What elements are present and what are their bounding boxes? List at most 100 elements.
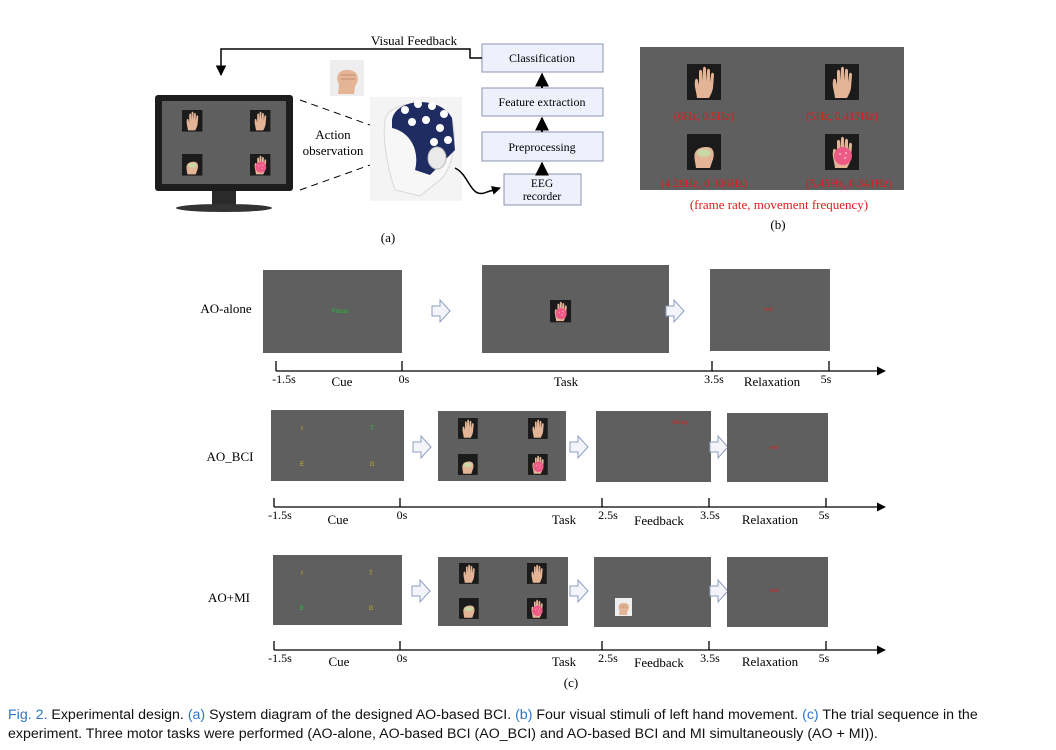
task-hand-image	[527, 563, 547, 584]
phase-label: Relaxation	[742, 654, 799, 669]
panel-a: Action observation Classification Featur…	[155, 33, 604, 245]
feedback-text: Wrong	[673, 420, 688, 426]
cue-letter: T	[369, 571, 373, 577]
rest-text: rest	[770, 445, 779, 451]
visual-feedback-label: Visual Feedback	[371, 33, 458, 48]
task-screen	[438, 557, 568, 626]
cue-letter: T	[370, 426, 374, 432]
classification-box: Classification	[481, 43, 604, 73]
feedback-screen	[596, 411, 711, 482]
phase-label: Feedback	[634, 655, 684, 670]
panel-c-label: (c)	[564, 675, 578, 690]
tick-label: 0s	[397, 508, 408, 522]
monitor-illustration	[155, 95, 293, 212]
stimulus-hand-1	[687, 64, 721, 100]
caption-ref-a[interactable]: (a)	[187, 707, 206, 723]
cue-letter: E	[300, 462, 304, 468]
stimulus-label-4: (5.45Hz, 0.341Hz)	[806, 178, 892, 190]
stimulus-label-3: (4.28Hz, 0.306Hz)	[661, 178, 747, 190]
task-hand-image	[527, 598, 547, 619]
caption-text: The trial sequence in the experiment. Th…	[8, 707, 978, 742]
stimulus-label-2: (5Hz, 0.417Hz)	[806, 111, 878, 123]
tick-label: 0s	[397, 651, 408, 665]
stimulus-hand-2	[825, 64, 859, 100]
stimulus-hand-4	[825, 134, 859, 170]
eeg-cap-head-image	[370, 97, 462, 201]
caption-ref-b[interactable]: (b)	[515, 707, 533, 723]
next-arrow-icon	[412, 435, 432, 459]
row-ao-mi: AO+MI I T E G rest -1.5s	[208, 555, 886, 670]
next-arrow-icon	[709, 435, 729, 459]
row-ao-bci: AO_BCI I T E G Wrong rest -1.5s	[207, 410, 886, 528]
figure: Action observation Classification Featur…	[155, 33, 904, 690]
panel-b-label: (b)	[770, 217, 785, 232]
relax-screen	[727, 557, 828, 627]
next-arrow-icon	[431, 299, 451, 323]
rest-text: rest	[770, 588, 779, 594]
row-label: AO-alone	[200, 301, 251, 316]
eeg-recorder-box: EEG recorder	[503, 173, 582, 206]
task-screen	[482, 265, 669, 353]
cue-letter: E	[300, 606, 304, 612]
svg-text:Feature extraction: Feature extraction	[499, 95, 586, 109]
cue-letter: I	[301, 571, 303, 577]
caption-ref-c[interactable]: (c)	[802, 707, 819, 723]
preprocessing-box: Preprocessing	[481, 131, 604, 162]
task-hand-image	[459, 598, 479, 619]
stimulus-legend-note: (frame rate, movement frequency)	[690, 197, 868, 212]
tick-label: -1.5s	[268, 651, 292, 665]
phase-label: Feedback	[634, 513, 684, 528]
caption-figure-number: Fig. 2.	[8, 707, 48, 723]
phase-label: Task	[552, 512, 577, 527]
tick-label: 5s	[821, 372, 832, 386]
feedback-fist-image	[614, 597, 633, 617]
tick-label: 2.5s	[598, 508, 618, 522]
rest-text: rest	[764, 307, 773, 313]
cue-letter: G	[370, 462, 375, 468]
cue-text: Focus	[332, 309, 348, 315]
panel-b: (6Hz, 0.5Hz) (5Hz, 0.417Hz) (4.28Hz, 0.3…	[640, 47, 904, 232]
cue-screen	[263, 270, 402, 353]
feedback-screen	[594, 557, 711, 627]
cue-screen	[273, 555, 402, 625]
feedback-fist-image	[329, 59, 365, 97]
task-hand-image	[459, 563, 479, 584]
panel-c: AO-alone Focus rest -1.5s 0s 3.5s 5s Cue…	[200, 265, 886, 690]
svg-text:recorder: recorder	[523, 191, 561, 203]
cue-letter: G	[369, 606, 374, 612]
phase-label: Cue	[332, 374, 353, 389]
caption-text: Four visual stimuli of left hand movemen…	[532, 707, 803, 723]
stimuli-screen	[640, 47, 904, 190]
action-observation-label: Action	[315, 127, 351, 142]
phase-label: Cue	[328, 512, 349, 527]
svg-text:EEG: EEG	[531, 178, 553, 190]
action-observation-label-2: observation	[303, 143, 364, 158]
caption-text: Experimental design.	[47, 707, 188, 723]
phase-label: Task	[552, 654, 577, 669]
tick-label: 2.5s	[598, 651, 618, 665]
tick-label: 3.5s	[700, 508, 720, 522]
tick-label: 3.5s	[700, 651, 720, 665]
tick-label: 3.5s	[704, 372, 724, 386]
phase-label: Cue	[329, 654, 350, 669]
caption-text: System diagram of the designed AO-based …	[205, 707, 516, 723]
relax-screen	[727, 413, 828, 482]
tick-label: 5s	[819, 651, 830, 665]
stimulus-label-1: (6Hz, 0.5Hz)	[674, 111, 735, 123]
phase-label: Relaxation	[744, 374, 801, 389]
cue-screen	[271, 410, 404, 481]
tick-label: -1.5s	[268, 508, 292, 522]
tick-label: 5s	[819, 508, 830, 522]
phase-label: Relaxation	[742, 512, 799, 527]
svg-text:Preprocessing: Preprocessing	[508, 140, 575, 154]
next-arrow-icon	[569, 579, 589, 603]
figure-caption: Fig. 2. Experimental design. (a) System …	[8, 706, 1050, 744]
task-hand-image	[528, 454, 548, 475]
task-hand-image	[528, 418, 548, 439]
stimulus-hand-3	[687, 134, 721, 170]
row-ao-alone: AO-alone Focus rest -1.5s 0s 3.5s 5s Cue…	[200, 265, 886, 389]
svg-text:Classification: Classification	[509, 51, 575, 65]
row-label: AO_BCI	[207, 449, 254, 464]
task-hand-image	[550, 300, 572, 323]
feature-extraction-box: Feature extraction	[481, 87, 604, 117]
